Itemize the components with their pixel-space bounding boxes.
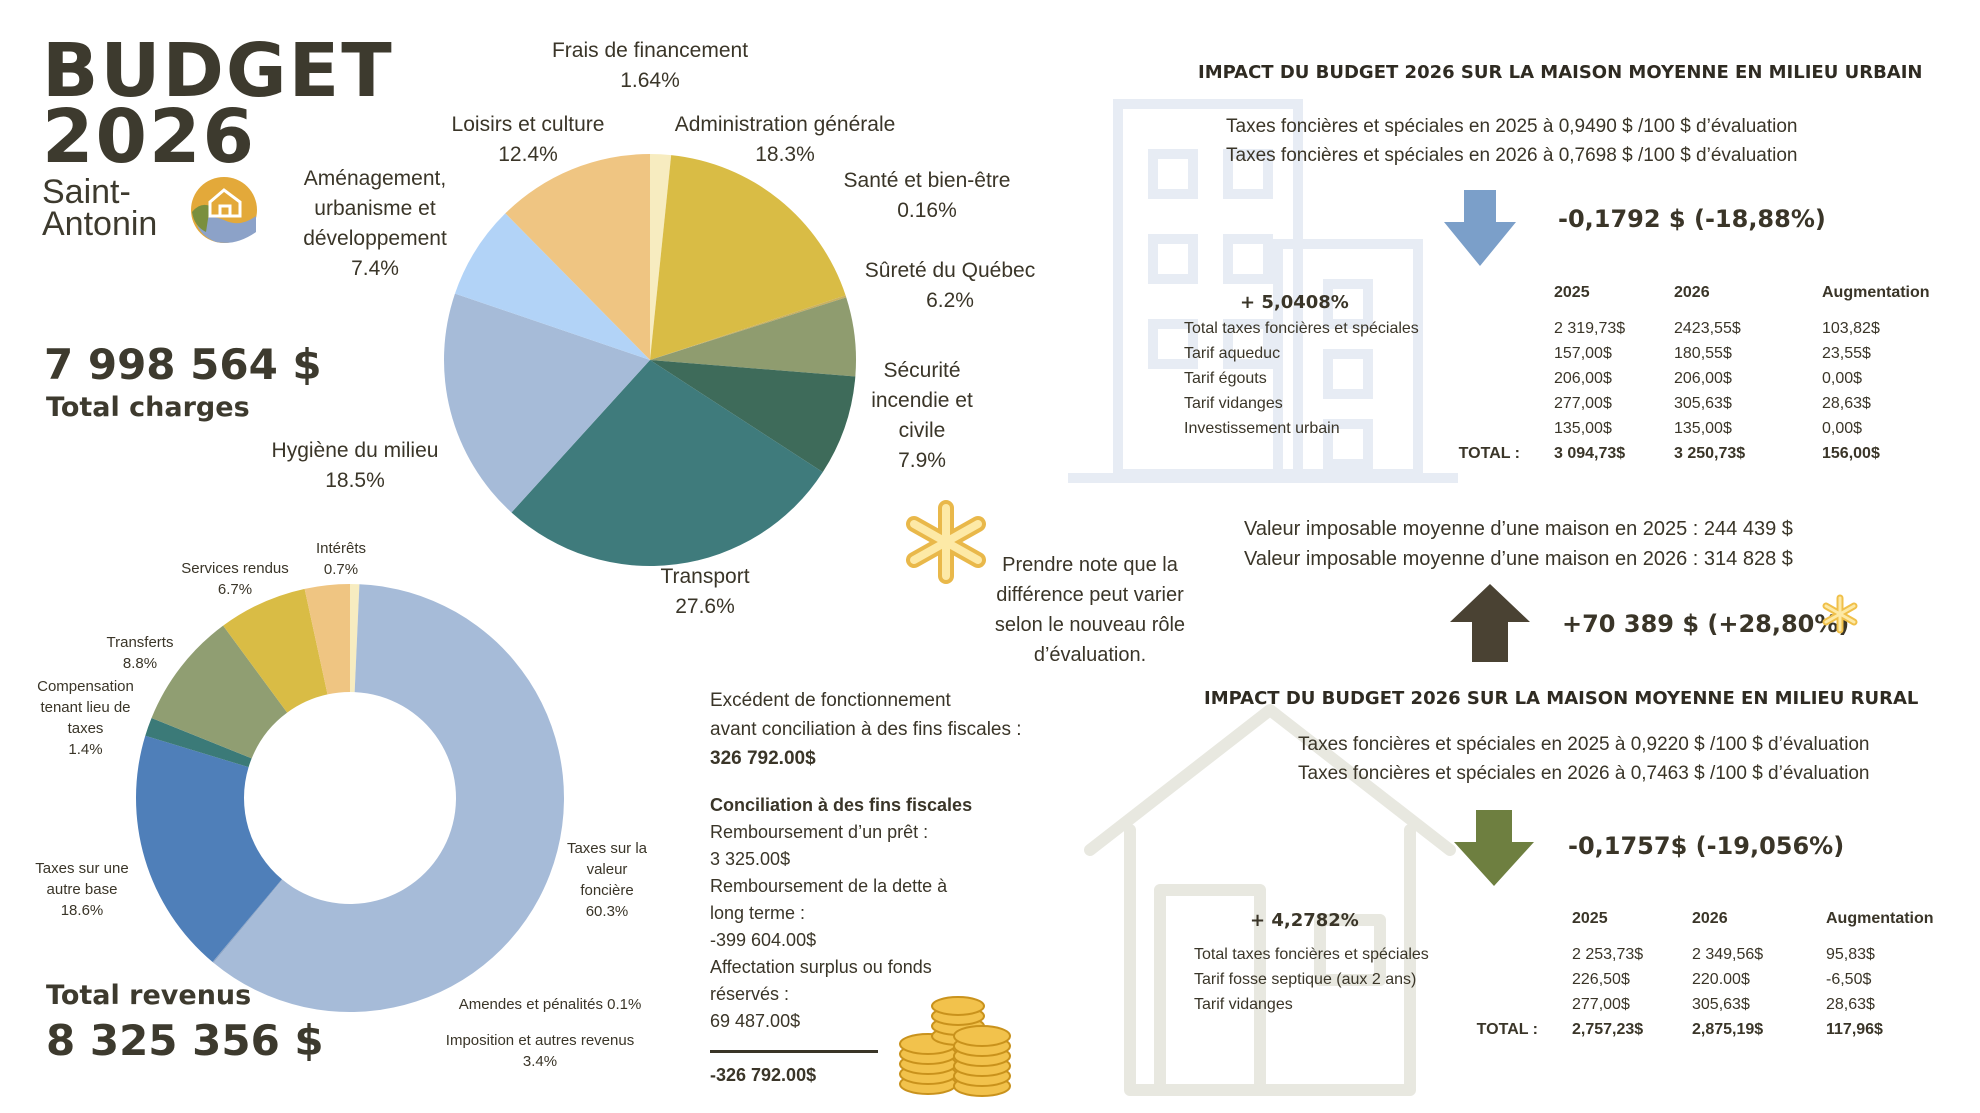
building-icon [1068,99,1458,483]
rural-rate-2025: Taxes foncières et spéciales en 2025 à 0… [1298,734,1870,755]
conciliation-block: Conciliation à des fins fiscales Rembour… [710,795,973,1031]
rural-increase: + 4,2782% [1250,910,1359,931]
small-asterisk-icon [1822,594,1858,634]
urbain-table: 2025 2026 Augmentation Total taxes foncièr… [1184,280,1930,466]
table-row: Total taxes foncières et spéciales 2 253,… [1194,946,1875,963]
slice-compensation-tenant-lieu-de-taxes [145,717,252,768]
total-charges-amount: 7 998 564 $ [44,340,322,389]
house-icon [1084,704,1456,1096]
slice-amendes-et-penalites [212,879,283,963]
slice-surete-du-quebec [650,297,856,377]
pie-label-frais: Frais de financement 1.64% [551,39,749,92]
total-revenus-label: Total revenus [46,980,252,1011]
urbain-rate-2025: Taxes foncières et spéciales en 2025 à 0… [1226,116,1798,137]
table-row: Tarif fosse septique (aux 2 ans) 226,50$ 2… [1194,971,1872,988]
excedent-block: Excédent de fonctionnement avant concili… [710,690,1022,769]
pie-label-amenagement: Aménagement, urbanisme et développement 7.4… [303,167,447,280]
urbain-rate-2026: Taxes foncières et spéciales en 2026 à 0… [1226,145,1798,166]
donut-label-fonciere: Taxes sur la valeur foncière 60.3% [566,840,648,920]
valeur-delta: +70 389 $ (+28,80%) [1562,610,1850,638]
charges-pie-chart [444,154,856,566]
rural-heading: IMPACT DU BUDGET 2026 SUR LA MAISON MOYE… [1204,688,1919,709]
donut-label-transferts: Transferts 8.8% [106,634,174,672]
slice-loisirs-et-culture [505,154,650,360]
urbain-increase: + 5,0408% [1240,292,1349,313]
slice-hygiene-du-milieu [444,293,650,513]
table-row: Investissement urbain 135,00$ 135,00$ 0,00$ [1184,420,1863,437]
slice-securite-incendie-et-civile [650,360,856,473]
pie-label-surete: Sûreté du Québec 6.2% [864,259,1036,312]
table-row: Total taxes foncières et spéciales 2 319,… [1184,320,1880,337]
slice-interets [350,584,360,693]
arrow-down-icon [1444,190,1516,266]
slice-transport [511,360,823,566]
donut-label-services: Services rendus 6.7% [181,560,289,598]
pie-label-hygiene: Hygiène du milieu 18.5% [271,439,439,492]
total-row: TOTAL :2,757,23$ 2,875,19$ 117,96$ [1476,1021,1883,1038]
valeur-block: Valeur imposable moyenne d’une maison en… [1244,518,1793,570]
arrow-down-green-icon [1454,810,1534,886]
revenus-donut-chart [135,584,565,1012]
donut-label-autre-base: Taxes sur une autre base 18.6% [35,860,129,919]
donut-label-imposition: Imposition et autres revenus 3.4% [445,1032,635,1070]
donut-label-amendes: Amendes et pénalités 0.1% [458,996,642,1013]
donut-label-compensation: Compensation tenant lieu de taxes 1.4% [37,678,134,758]
slice-imposition-et-autres-revenus [304,584,350,695]
total-row: TOTAL :3 094,73$ 3 250,73$ 156,00$ [1458,445,1880,462]
pie-label-admin: Administration générale 18.3% [674,113,896,166]
rural-rate-2026: Taxes foncières et spéciales en 2026 à 0… [1298,763,1870,784]
total-charges-label: Total charges [46,392,250,423]
slice-taxes-sur-une-autre-base [135,735,282,963]
pie-label-transport: Transport 27.6% [660,565,750,618]
slice-administration-generale [650,155,846,360]
saint-antonin-logo-icon [191,177,257,243]
pie-label-loisirs: Loisirs et culture 12.4% [451,113,605,166]
urbain-delta: -0,1792 $ (-18,88%) [1558,205,1826,233]
conciliation-final: -326 792.00$ [710,1065,817,1085]
urbain-heading: IMPACT DU BUDGET 2026 SUR LA MAISON MOYE… [1198,62,1923,83]
rural-delta: -0,1757$ (-19,056%) [1568,832,1845,860]
pie-label-securite: Sécurité incendie et civile 7.9% [871,359,973,472]
arrow-up-icon [1450,584,1530,662]
asterisk-icon [906,500,986,584]
donut-label-interets: Intérêts 0.7% [315,540,367,578]
slice-taxes-sur-la-valeur-fonciere [213,584,565,1012]
slice-services-rendus [223,588,328,713]
budget-title: BUDGET 2026 [42,28,394,180]
slice-sante-et-bien-etre [650,295,847,360]
rural-table: 2025 2026 Augmentation Total taxes foncièr… [1194,906,1934,1042]
pie-label-sante: Santé et bien-être 0.16% [843,169,1011,222]
table-row: Tarif égouts 206,00$ 206,00$ 0,00$ [1184,370,1863,387]
slice-amenagement-urbanisme-et-developpement [454,213,650,360]
coins-icon [899,996,1011,1097]
slice-transferts [151,625,288,759]
evaluation-note: Prendre note que la différence peut varie… [994,554,1186,666]
table-row: Tarif vidanges 277,00$ 305,63$ 28,63$ [1194,996,1875,1013]
conciliation-divider [710,1050,878,1053]
total-revenus-amount: 8 325 356 $ [46,1016,324,1065]
slice-frais-de-financement [650,154,672,360]
municipality-name: Saint- Antonin [42,173,158,243]
table-row: Tarif vidanges 277,00$ 305,63$ 28,63$ [1184,395,1871,412]
table-row: Tarif aqueduc 157,00$ 180,55$ 23,55$ [1184,345,1871,362]
